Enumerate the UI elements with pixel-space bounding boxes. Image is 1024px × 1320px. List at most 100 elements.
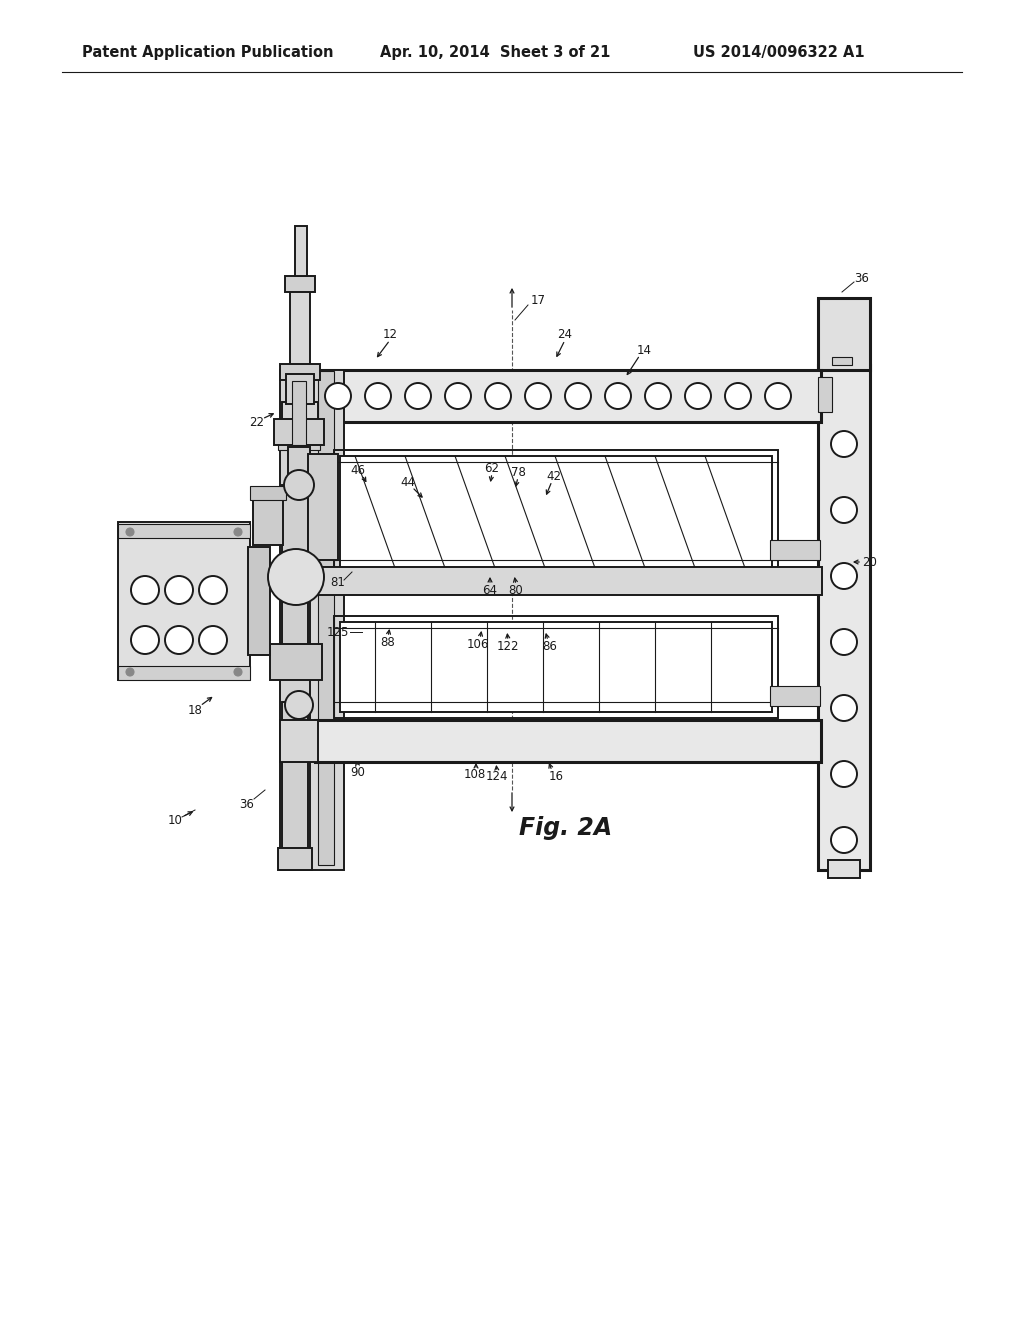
Text: Fig. 2A: Fig. 2A xyxy=(519,816,612,840)
Circle shape xyxy=(406,383,431,409)
Bar xyxy=(278,847,312,870)
Text: 78: 78 xyxy=(511,466,525,479)
Text: 125: 125 xyxy=(327,626,349,639)
Text: 24: 24 xyxy=(557,329,572,342)
Circle shape xyxy=(831,828,857,853)
Text: 22: 22 xyxy=(250,416,264,429)
Bar xyxy=(250,486,286,500)
Circle shape xyxy=(831,564,857,589)
Text: 108: 108 xyxy=(464,768,486,781)
Bar xyxy=(270,644,322,680)
Bar xyxy=(286,374,314,404)
Text: 42: 42 xyxy=(547,470,561,483)
Circle shape xyxy=(126,528,134,536)
Circle shape xyxy=(165,626,193,653)
Bar xyxy=(285,276,315,292)
Circle shape xyxy=(445,383,471,409)
Circle shape xyxy=(234,528,242,536)
Text: 86: 86 xyxy=(543,639,557,652)
Bar xyxy=(818,378,831,412)
Circle shape xyxy=(365,383,391,409)
Bar xyxy=(118,667,250,680)
Text: 90: 90 xyxy=(350,766,366,779)
Bar xyxy=(292,381,306,445)
Bar xyxy=(282,403,318,420)
Bar xyxy=(318,371,334,865)
Bar xyxy=(253,490,283,545)
Bar xyxy=(280,364,319,380)
Circle shape xyxy=(126,668,134,676)
Text: 80: 80 xyxy=(509,583,523,597)
Circle shape xyxy=(284,470,314,500)
Circle shape xyxy=(605,383,631,409)
Text: 14: 14 xyxy=(637,343,651,356)
Text: Apr. 10, 2014  Sheet 3 of 21: Apr. 10, 2014 Sheet 3 of 21 xyxy=(380,45,610,61)
Circle shape xyxy=(285,690,313,719)
Text: 46: 46 xyxy=(350,463,366,477)
Text: 36: 36 xyxy=(855,272,869,285)
Text: Patent Application Publication: Patent Application Publication xyxy=(82,45,334,61)
Circle shape xyxy=(725,383,751,409)
Text: 18: 18 xyxy=(187,704,203,717)
Bar xyxy=(282,411,318,420)
Text: 81: 81 xyxy=(331,576,345,589)
Circle shape xyxy=(268,549,324,605)
Circle shape xyxy=(325,383,351,409)
Text: 122: 122 xyxy=(497,639,519,652)
Bar xyxy=(288,447,310,475)
Bar xyxy=(295,226,307,276)
Bar xyxy=(334,616,778,718)
Bar xyxy=(308,568,822,595)
Text: 88: 88 xyxy=(381,635,395,648)
Bar xyxy=(770,540,820,560)
Circle shape xyxy=(234,668,242,676)
Bar xyxy=(282,702,308,851)
Text: 17: 17 xyxy=(530,293,546,306)
Text: 124: 124 xyxy=(485,771,508,784)
Circle shape xyxy=(165,576,193,605)
Bar xyxy=(770,686,820,706)
Circle shape xyxy=(831,630,857,655)
Bar xyxy=(308,454,338,560)
Bar xyxy=(280,719,318,762)
Circle shape xyxy=(831,432,857,457)
Circle shape xyxy=(131,576,159,605)
Text: US 2014/0096322 A1: US 2014/0096322 A1 xyxy=(693,45,864,61)
Circle shape xyxy=(831,498,857,523)
Bar xyxy=(282,378,318,412)
Bar xyxy=(340,622,772,711)
Circle shape xyxy=(831,762,857,787)
Circle shape xyxy=(565,383,591,409)
Text: 12: 12 xyxy=(383,329,397,342)
Bar xyxy=(278,440,319,450)
Bar xyxy=(118,524,250,539)
Text: 44: 44 xyxy=(400,475,416,488)
Circle shape xyxy=(765,383,791,409)
Circle shape xyxy=(645,383,671,409)
Text: 16: 16 xyxy=(549,770,563,783)
Circle shape xyxy=(831,696,857,721)
Bar xyxy=(308,370,344,870)
Bar xyxy=(248,546,270,655)
Text: 20: 20 xyxy=(862,556,878,569)
Text: 10: 10 xyxy=(168,813,182,826)
Bar xyxy=(818,366,870,870)
Bar xyxy=(340,455,772,568)
Circle shape xyxy=(525,383,551,409)
Bar xyxy=(275,420,323,442)
Text: 64: 64 xyxy=(482,583,498,597)
Bar xyxy=(274,418,324,445)
Bar xyxy=(118,521,250,680)
Circle shape xyxy=(685,383,711,409)
Circle shape xyxy=(485,383,511,409)
Circle shape xyxy=(199,576,227,605)
Bar xyxy=(315,719,821,762)
Bar xyxy=(290,290,310,370)
Circle shape xyxy=(199,626,227,653)
Text: 36: 36 xyxy=(240,797,254,810)
Bar xyxy=(334,450,778,574)
Circle shape xyxy=(131,626,159,653)
Bar xyxy=(280,370,310,870)
Text: 106: 106 xyxy=(467,638,489,651)
Bar xyxy=(315,370,821,422)
